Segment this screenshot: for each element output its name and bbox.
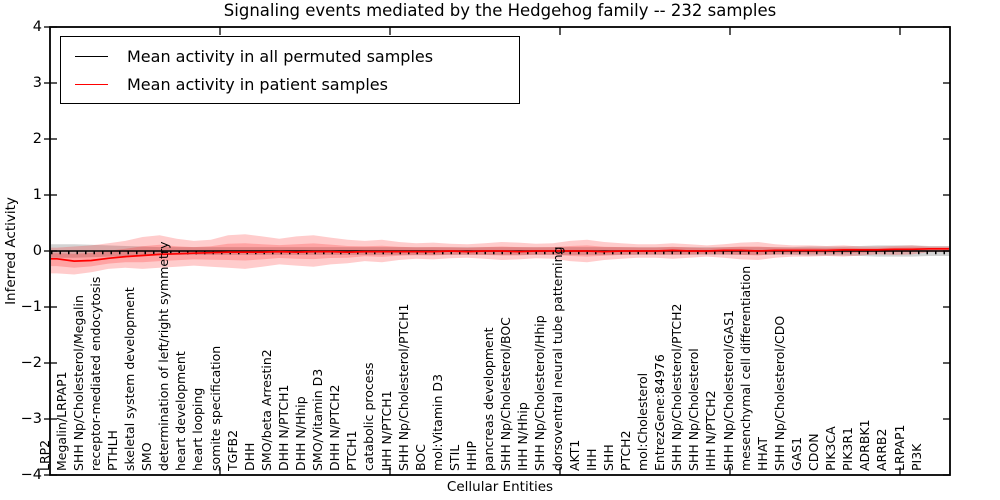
x-category-label: heart development [173, 351, 189, 471]
x-category-label: ADRBK1 [857, 419, 873, 471]
x-category-label: heart looping [190, 387, 206, 471]
x-category-label: SHH Np/Cholesterol/GAS1 [720, 309, 736, 471]
x-category-label: LRPAP1 [891, 424, 907, 471]
x-category-label: PTCH2 [617, 430, 633, 471]
y-tick-label: −4 [20, 467, 42, 483]
x-category-label: PTHLH [104, 430, 120, 471]
x-category-label: Megalin/LRPAP1 [53, 371, 69, 471]
x-category-label: pancreas development [481, 327, 497, 471]
x-category-label: GAS1 [788, 436, 804, 471]
x-category-label: skeletal system development [122, 287, 137, 471]
y-tick-label: −2 [20, 355, 42, 371]
x-category-label: SHH Np/Cholesterol [686, 348, 702, 471]
x-category-label: SHH [600, 444, 616, 471]
x-category-label: DHH N/Hhip [293, 396, 308, 471]
x-category-label: mesenchymal cell differentiation [737, 265, 753, 471]
patient-band-outer [51, 234, 949, 275]
chart-title: Signaling events mediated by the Hedgeho… [223, 1, 777, 20]
x-category-label: CDON [806, 433, 821, 471]
y-tick-label: 3 [32, 75, 42, 91]
x-category-label: LRP2 [36, 439, 52, 471]
x-category-label: DHH N/PTCH2 [327, 384, 343, 471]
x-category-label: determination of left/right symmetry [156, 241, 172, 472]
x-category-label: SMO/beta Arrestin2 [258, 349, 274, 471]
x-category-label: dorsoventral neural tube patterning [549, 246, 565, 472]
x-category-label: SHH Np/Cholesterol/Megalin [70, 295, 86, 471]
x-category-label: BOC [412, 444, 428, 471]
x-category-label: HHIP [464, 440, 479, 471]
x-category-label: ARRB2 [874, 428, 890, 471]
y-tick-label: 4 [32, 19, 42, 35]
x-category-label: SMO/Vitamin D3 [310, 368, 326, 471]
x-category-label: SMO [139, 442, 155, 471]
x-category-label: IHH N/Hhip [515, 402, 531, 471]
x-category-label: SHH Np/Cholesterol/PTCH1 [395, 303, 411, 472]
x-category-label: DHH [241, 442, 257, 471]
legend-label-patient: Mean activity in patient samples [127, 74, 388, 94]
x-category-label: mol:Vitamin D3 [429, 374, 445, 471]
y-tick-label: 2 [32, 131, 42, 147]
x-category-label: IHH [583, 448, 599, 472]
x-category-label: PIK3CA [823, 426, 839, 471]
x-category-label: STIL [446, 444, 462, 471]
legend-item-permuted: Mean activity in all permuted samples [75, 42, 519, 70]
x-category-label: SHH Np/Cholesterol/CDO [771, 315, 787, 471]
legend: Mean activity in all permuted samples Me… [60, 36, 520, 104]
x-category-label: receptor-mediated endocytosis [87, 276, 103, 471]
x-category-label: HHAT [754, 436, 770, 471]
x-category-label: PIK3R1 [840, 426, 856, 471]
x-category-label: SHH Np/Cholesterol/BOC [498, 317, 514, 471]
legend-item-patient: Mean activity in patient samples [75, 70, 519, 98]
x-category-label: somite specification [207, 345, 223, 471]
x-category-label: SHH Np/Cholesterol/PTCH2 [669, 303, 685, 472]
y-tick-label: −1 [20, 299, 42, 315]
permuted-line-swatch [75, 55, 108, 57]
x-category-label: catabolic process [361, 362, 377, 471]
patient-mean-line [51, 247, 949, 262]
x-category-label: SHH Np/Cholesterol/Hhip [532, 315, 548, 471]
y-tick-label: 1 [32, 187, 42, 203]
x-category-label: mol:Cholesterol [635, 372, 650, 471]
y-tick-label: −3 [20, 411, 42, 427]
x-category-label: TGFB2 [224, 429, 240, 471]
x-category-label: IHH N/PTCH2 [703, 390, 719, 471]
patient-line-swatch [75, 83, 108, 85]
legend-label-permuted: Mean activity in all permuted samples [127, 46, 434, 66]
x-category-label: PTCH1 [344, 430, 360, 471]
x-category-label: EntrezGene:84976 [652, 354, 668, 471]
plot-frame [49, 26, 951, 476]
x-category-label: DHH N/PTCH1 [275, 384, 291, 471]
x-axis-label: Cellular Entities [446, 479, 554, 495]
y-tick-label: 0 [32, 243, 42, 259]
x-category-label: PI3K [908, 443, 924, 471]
patient-band-inner [51, 243, 949, 268]
x-category-label: IHH N/PTCH1 [378, 390, 394, 471]
x-category-label: AKT1 [566, 439, 582, 471]
